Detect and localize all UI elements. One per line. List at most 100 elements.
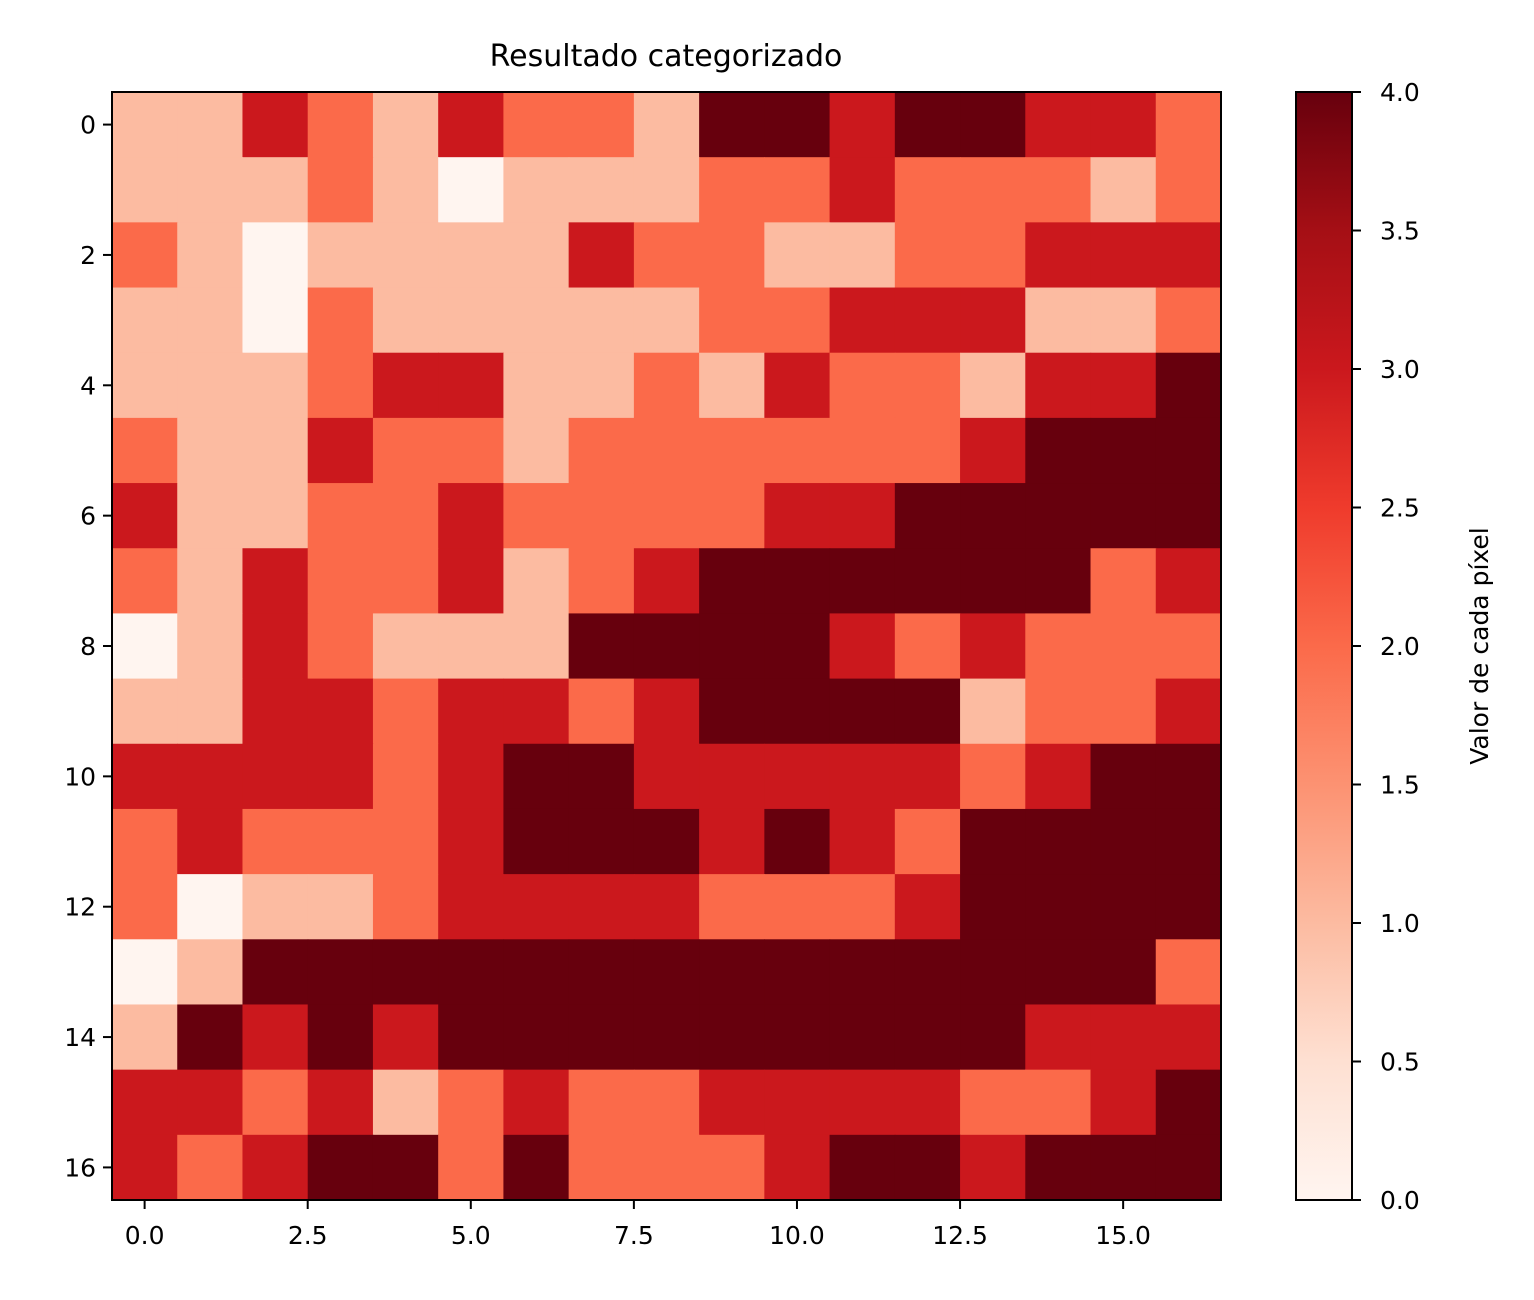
- y-axis: 0 2 4 6 8 10 12 14 16: [64, 111, 112, 1182]
- heatmap-cell: [372, 92, 439, 158]
- heatmap-cell: [699, 1134, 765, 1201]
- heatmap-cell: [699, 417, 765, 484]
- heatmap-cell: [372, 1134, 439, 1201]
- heatmap-cell: [503, 678, 570, 745]
- heatmap-cell: [503, 222, 570, 289]
- heatmap-cell: [699, 808, 765, 875]
- x-tick-label: 0.0: [125, 1221, 165, 1250]
- heatmap-cell: [1155, 743, 1222, 810]
- heatmap-cell: [1155, 287, 1222, 354]
- heatmap-cell: [242, 157, 309, 223]
- heatmap-cell: [1025, 1069, 1092, 1136]
- heatmap-cell: [894, 92, 961, 158]
- heatmap-cell: [568, 157, 635, 223]
- heatmap-cell: [438, 548, 505, 615]
- heatmap-cell: [1155, 1134, 1222, 1201]
- heatmap-cell: [112, 417, 178, 484]
- heatmap-cell: [960, 548, 1026, 615]
- heatmap-cell: [242, 483, 309, 549]
- heatmap-cell: [1090, 1134, 1157, 1201]
- heatmap-cell: [1090, 808, 1157, 875]
- heatmap-cell: [633, 1069, 700, 1136]
- heatmap-cell: [1155, 874, 1222, 940]
- heatmap-cell: [1025, 352, 1092, 419]
- heatmap-cell: [307, 352, 374, 419]
- heatmap-cell: [894, 743, 961, 810]
- heatmap-cell: [699, 939, 765, 1006]
- heatmap-cell: [1155, 548, 1222, 615]
- heatmap-cell: [960, 222, 1026, 289]
- heatmap-cell: [177, 939, 244, 1006]
- heatmap-cell: [1090, 939, 1157, 1006]
- heatmap-cell: [894, 939, 961, 1006]
- heatmap-cell: [1155, 222, 1222, 289]
- heatmap-cell: [372, 1004, 439, 1071]
- heatmap-cell: [1025, 874, 1092, 940]
- y-tick-label: 12: [64, 893, 96, 922]
- heatmap-cell: [372, 157, 439, 223]
- heatmap-cell: [503, 939, 570, 1006]
- heatmap-cell: [829, 548, 896, 615]
- heatmap-cell: [1155, 92, 1222, 158]
- heatmap-cell: [699, 92, 765, 158]
- heatmap-cell: [307, 874, 374, 940]
- heatmap-cell: [1025, 548, 1092, 615]
- heatmap-cell: [1025, 613, 1092, 680]
- heatmap-cell: [633, 287, 700, 354]
- heatmap-cell: [764, 417, 831, 484]
- heatmap-cell: [177, 1134, 244, 1201]
- heatmap-cell: [960, 483, 1026, 549]
- heatmap-cell: [568, 222, 635, 289]
- heatmap-cell: [894, 678, 961, 745]
- heatmap-cell: [1155, 352, 1222, 419]
- heatmap-cell: [960, 1004, 1026, 1071]
- heatmap-cell: [438, 939, 505, 1006]
- heatmap-cell: [372, 548, 439, 615]
- heatmap-cell: [960, 157, 1026, 223]
- heatmap-cell: [699, 483, 765, 549]
- heatmap-cell: [1025, 483, 1092, 549]
- heatmap-cell: [960, 352, 1026, 419]
- heatmap-cell: [372, 808, 439, 875]
- heatmap-cell: [372, 743, 439, 810]
- heatmap-cell: [503, 548, 570, 615]
- heatmap-cell: [438, 613, 505, 680]
- heatmap-cell: [503, 613, 570, 680]
- heatmap-cell: [633, 1134, 700, 1201]
- colorbar-tick-label: 0.0: [1380, 1186, 1420, 1215]
- heatmap-cell: [112, 939, 178, 1006]
- heatmap-cell: [1090, 417, 1157, 484]
- heatmap-cell: [699, 1004, 765, 1071]
- heatmap-cell: [438, 874, 505, 940]
- heatmap-cell: [894, 483, 961, 549]
- heatmap-cell: [438, 1134, 505, 1201]
- heatmap-cell: [764, 678, 831, 745]
- heatmap-cell: [372, 678, 439, 745]
- heatmap-cell: [242, 287, 309, 354]
- heatmap-cell: [1090, 548, 1157, 615]
- x-tick-label: 5.0: [451, 1221, 491, 1250]
- heatmap-cell: [960, 678, 1026, 745]
- heatmap-cell: [242, 1004, 309, 1071]
- heatmap-cell: [764, 222, 831, 289]
- heatmap-cell: [242, 548, 309, 615]
- heatmap-cell: [633, 743, 700, 810]
- heatmap-cell: [112, 1069, 178, 1136]
- heatmap-cell: [307, 613, 374, 680]
- heatmap-cell: [1090, 1004, 1157, 1071]
- heatmap-cell: [503, 874, 570, 940]
- heatmap-cell: [829, 874, 896, 940]
- heatmap-cell: [894, 548, 961, 615]
- heatmap-cell: [503, 808, 570, 875]
- heatmap-cell: [503, 1004, 570, 1071]
- heatmap-cell: [372, 874, 439, 940]
- heatmap-cell: [764, 548, 831, 615]
- heatmap-cell: [242, 1069, 309, 1136]
- heatmap-cell: [1025, 92, 1092, 158]
- heatmap-cell: [177, 352, 244, 419]
- heatmap-cell: [1025, 287, 1092, 354]
- heatmap-cell: [112, 808, 178, 875]
- heatmap-cell: [1025, 678, 1092, 745]
- heatmap-cell: [307, 157, 374, 223]
- heatmap-cell: [699, 1069, 765, 1136]
